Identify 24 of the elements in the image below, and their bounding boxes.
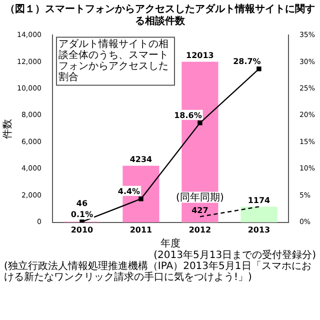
data-label: 28.7% — [233, 56, 261, 66]
data-label: 4234 — [130, 154, 153, 164]
chart-title: （図１）スマートフォンからアクセスしたアダルト情報サイトに関する相談件数 — [4, 2, 316, 28]
data-label: 12013 — [186, 50, 214, 60]
annotation: (同年同期) — [176, 191, 224, 204]
x-tick-label: 2010 — [70, 225, 94, 234]
data-label: 0.1% — [70, 210, 94, 219]
data-label: 1174 — [248, 196, 271, 205]
data-label: 4.4% — [118, 186, 140, 196]
point — [256, 66, 262, 72]
x-tick-label: 2012 — [188, 225, 212, 234]
point — [198, 120, 202, 126]
bar — [240, 206, 278, 222]
x-axis-title: 年度 — [160, 238, 180, 250]
x-tick-label: 2013 — [248, 225, 270, 234]
point — [138, 196, 144, 202]
text: (2013年5月13日までの受付登録分) — [152, 250, 317, 261]
data-label: 46 — [76, 198, 88, 208]
y-axis-title: 件数 — [2, 118, 14, 139]
text: (独立行政法人情報処理推進機構（IPA）2013年5月1日「スマホにおける新たなワンクリック請求の手口に気をつけよう!」) — [3, 261, 312, 283]
data-label: 18.6% — [174, 110, 202, 120]
x-tick-label: 2011 — [130, 225, 153, 234]
data-label: 427 — [192, 206, 208, 215]
annotation: アダルト情報サイトの相談全体のうち、スマートフォンからアクセスした割合 — [58, 38, 168, 83]
